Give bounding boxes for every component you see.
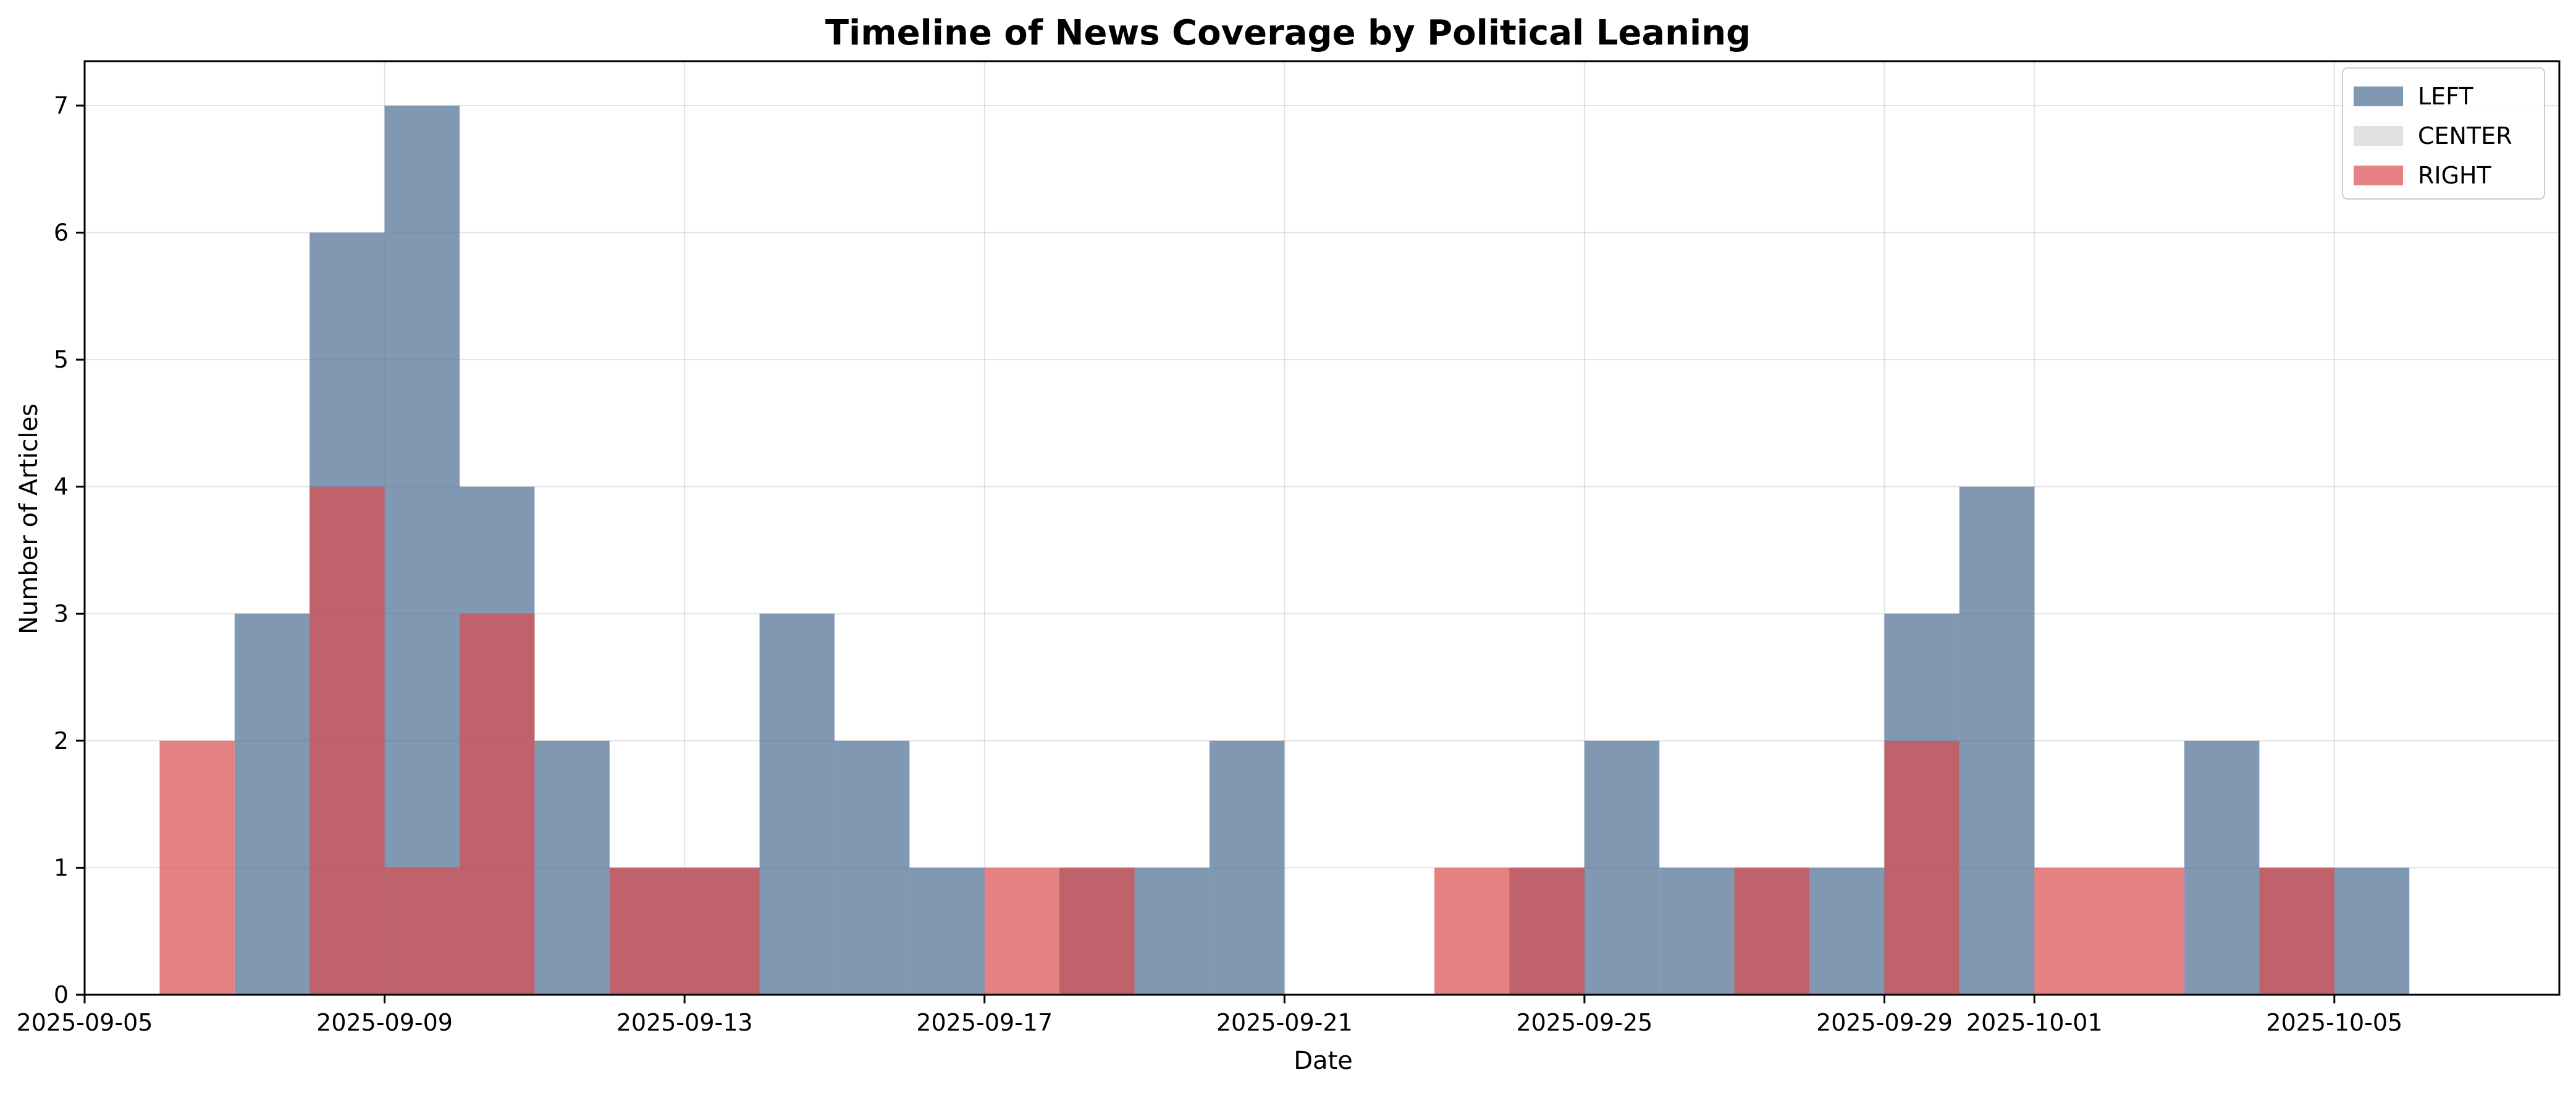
y-axis-label: Number of Articles (15, 403, 43, 635)
legend-label-right: RIGHT (2418, 162, 2492, 189)
bar-left (909, 867, 985, 995)
bar-right (609, 867, 760, 995)
legend-label-left: LEFT (2418, 83, 2473, 110)
bar-left (2334, 867, 2410, 995)
bar-left (834, 740, 910, 995)
y-tick-label: 3 (54, 600, 69, 627)
bar-right (1434, 867, 1585, 995)
bars (159, 105, 2410, 995)
bar-left (1209, 740, 1285, 995)
x-tick-label: 2025-10-05 (2266, 1009, 2402, 1036)
bar-left (1809, 867, 1885, 995)
bar-right (984, 867, 1060, 995)
x-tick-label: 2025-09-29 (1816, 1009, 1953, 1036)
bar-left (1134, 867, 1210, 995)
bar-left (534, 740, 610, 995)
y-tick-label: 4 (54, 473, 69, 500)
legend-swatch-right (2354, 166, 2403, 185)
bar-left (1584, 740, 1660, 995)
legend-swatch-left (2354, 87, 2403, 106)
x-tick-label: 2025-09-21 (1216, 1009, 1353, 1036)
bar-left (234, 614, 310, 995)
bar-right (2259, 867, 2334, 995)
bar-right (309, 486, 385, 995)
x-tick-label: 2025-09-25 (1516, 1009, 1652, 1036)
x-axis-label: Date (1294, 1047, 1353, 1075)
bar-right (2034, 867, 2185, 995)
y-tick-label: 7 (54, 92, 69, 119)
y-tick-label: 0 (54, 981, 69, 1008)
bar-left (2184, 740, 2260, 995)
chart-title: Timeline of News Coverage by Political L… (825, 13, 1751, 53)
y-tick-label: 5 (54, 346, 69, 373)
bar-right (1734, 867, 1810, 995)
x-tick-label: 2025-09-13 (617, 1009, 753, 1036)
y-tick-label: 2 (54, 727, 69, 754)
bar-right (1884, 740, 1959, 995)
y-tick-label: 1 (54, 854, 69, 881)
bar-right (1059, 867, 1135, 995)
legend: LEFT CENTER RIGHT (2342, 67, 2545, 200)
bar-left (1959, 486, 2035, 995)
bar-right (384, 867, 460, 995)
bar-left (384, 105, 460, 995)
x-tick-label: 2025-09-09 (316, 1009, 453, 1036)
legend-swatch-center (2354, 126, 2403, 146)
bar-left (1659, 867, 1735, 995)
y-tick-label: 6 (54, 219, 69, 247)
axes: 2025-09-05 2025-09-09 2025-09-13 2025-09-17… (17, 60, 2561, 1036)
x-tick-label: 2025-09-05 (17, 1009, 153, 1036)
x-tick-label: 2025-10-01 (1966, 1009, 2103, 1036)
bar-left (759, 614, 835, 995)
legend-label-center: CENTER (2418, 122, 2512, 150)
bar-right (459, 614, 535, 995)
plot-frame (83, 60, 2561, 996)
bar-right (159, 740, 235, 995)
x-tick-label: 2025-09-17 (916, 1009, 1053, 1036)
